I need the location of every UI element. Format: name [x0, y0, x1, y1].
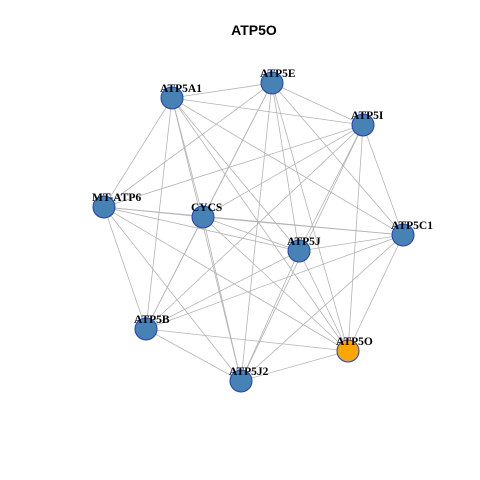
edge: [171, 97, 242, 382]
edge: [298, 124, 364, 252]
edge: [145, 328, 349, 352]
edge: [202, 216, 242, 382]
edge: [202, 216, 300, 252]
edge: [347, 234, 404, 352]
edge: [240, 250, 300, 382]
edge: [145, 97, 173, 330]
edges: [103, 82, 404, 382]
title: ATP5O: [231, 22, 277, 38]
node-label: ATP5J2: [229, 366, 269, 378]
edge: [240, 350, 349, 382]
node-label: CYCS: [191, 202, 222, 214]
node: [191, 205, 215, 229]
edge: [298, 250, 349, 352]
node-label: ATP5I: [351, 110, 384, 122]
edge: [171, 97, 364, 126]
edge: [103, 206, 242, 382]
edge: [145, 124, 364, 330]
node-label: ATP5B: [134, 314, 170, 326]
edge: [171, 82, 273, 99]
edge: [171, 97, 404, 236]
edge: [145, 216, 204, 330]
node: [229, 369, 253, 393]
edge: [103, 124, 364, 208]
node: [351, 113, 375, 137]
edge: [271, 82, 300, 252]
edge: [271, 82, 349, 352]
edge: [298, 234, 404, 252]
node: [160, 86, 184, 110]
edge: [202, 124, 364, 218]
edge: [145, 250, 300, 330]
node-label: ATP5J: [287, 236, 321, 248]
edge: [145, 234, 404, 330]
edge: [271, 82, 404, 236]
edge: [103, 206, 300, 252]
edge: [271, 82, 364, 126]
edge: [145, 328, 242, 382]
edge: [240, 82, 273, 382]
node-label: MT-ATP6: [92, 192, 141, 204]
node: [336, 339, 360, 363]
node-label: ATP5O: [336, 336, 373, 348]
edge: [362, 124, 404, 236]
edge: [171, 97, 300, 252]
edge: [202, 216, 404, 236]
edge: [240, 234, 404, 382]
edge: [103, 97, 173, 208]
node-label: ATP5A1: [160, 83, 202, 95]
node: [391, 223, 415, 247]
edge: [171, 97, 349, 352]
edge: [202, 216, 349, 352]
node-label: ATP5E: [260, 68, 296, 80]
edge: [103, 206, 147, 330]
edge: [103, 206, 349, 352]
edge: [103, 82, 273, 208]
node: [260, 71, 284, 95]
node: [92, 195, 116, 219]
nodes: ATP5A1 ATP5E ATP5I MT-ATP6 CYCS ATP5J ATP5C1 AT…: [92, 68, 433, 393]
node: [134, 317, 158, 341]
edge: [347, 124, 364, 352]
node-label: ATP5C1: [391, 220, 433, 232]
node: [287, 239, 311, 263]
